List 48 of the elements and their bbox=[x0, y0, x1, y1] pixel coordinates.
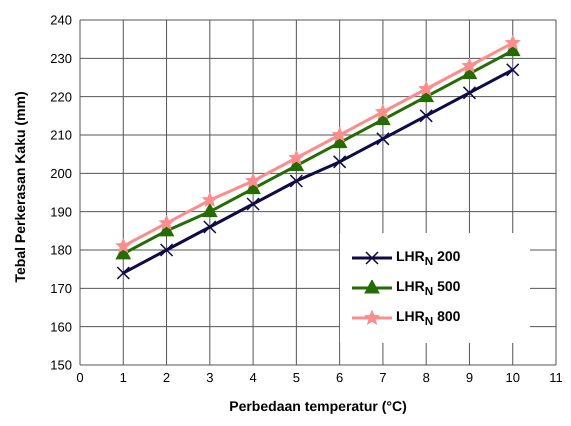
legend-label: LHR$_{N}$ 200 bbox=[396, 248, 460, 268]
point bbox=[116, 266, 130, 280]
point bbox=[202, 203, 218, 218]
point bbox=[375, 104, 391, 119]
x-tick-label: 1 bbox=[120, 370, 127, 386]
y-tick-label: 150 bbox=[50, 358, 72, 373]
point bbox=[376, 132, 390, 146]
y-tick-label: 210 bbox=[50, 128, 72, 143]
point bbox=[419, 109, 433, 123]
y-tick-label: 180 bbox=[50, 242, 72, 258]
x-tick-label: 11 bbox=[549, 370, 563, 386]
point bbox=[202, 192, 218, 207]
y-tick-label: 230 bbox=[50, 50, 72, 66]
x-tick-label: 3 bbox=[206, 370, 214, 386]
point bbox=[332, 155, 346, 169]
point bbox=[203, 220, 217, 234]
x-tick-label: 2 bbox=[162, 370, 170, 386]
x-tick-label: 9 bbox=[466, 370, 474, 386]
x-tick-label: 5 bbox=[292, 370, 300, 386]
point bbox=[462, 86, 476, 100]
x-tick-label: 10 bbox=[505, 370, 520, 386]
point bbox=[115, 238, 132, 253]
point bbox=[288, 150, 304, 165]
point bbox=[246, 197, 260, 211]
legend-label: LHR$_{N}$ 500 bbox=[396, 278, 460, 298]
point bbox=[506, 63, 520, 77]
point bbox=[462, 58, 478, 73]
y-axis-title: Tebal Perkerasan Kaku (mm) bbox=[12, 91, 28, 282]
x-tick-label: 4 bbox=[249, 370, 257, 386]
legend-label: LHR$_{N}$ 800 bbox=[396, 308, 460, 328]
point bbox=[418, 80, 434, 96]
x-tick-label: 0 bbox=[76, 370, 84, 386]
y-tick-label: 240 bbox=[50, 12, 72, 28]
y-tick-label: 170 bbox=[50, 280, 72, 296]
x-tick-label: 8 bbox=[422, 370, 430, 386]
x-tick-label: 7 bbox=[379, 370, 387, 386]
point bbox=[290, 174, 304, 188]
y-tick-label: 160 bbox=[50, 319, 72, 334]
y-tick-label: 220 bbox=[50, 89, 72, 104]
point bbox=[504, 34, 521, 50]
point bbox=[332, 126, 348, 142]
point bbox=[158, 214, 174, 230]
x-axis-title: Perbedaan temperatur (°C) bbox=[229, 398, 407, 414]
y-tick-label: 190 bbox=[50, 204, 72, 220]
y-tick-label: 200 bbox=[50, 166, 72, 181]
point bbox=[245, 172, 261, 188]
x-tick-label: 6 bbox=[336, 370, 344, 386]
point bbox=[160, 243, 174, 257]
